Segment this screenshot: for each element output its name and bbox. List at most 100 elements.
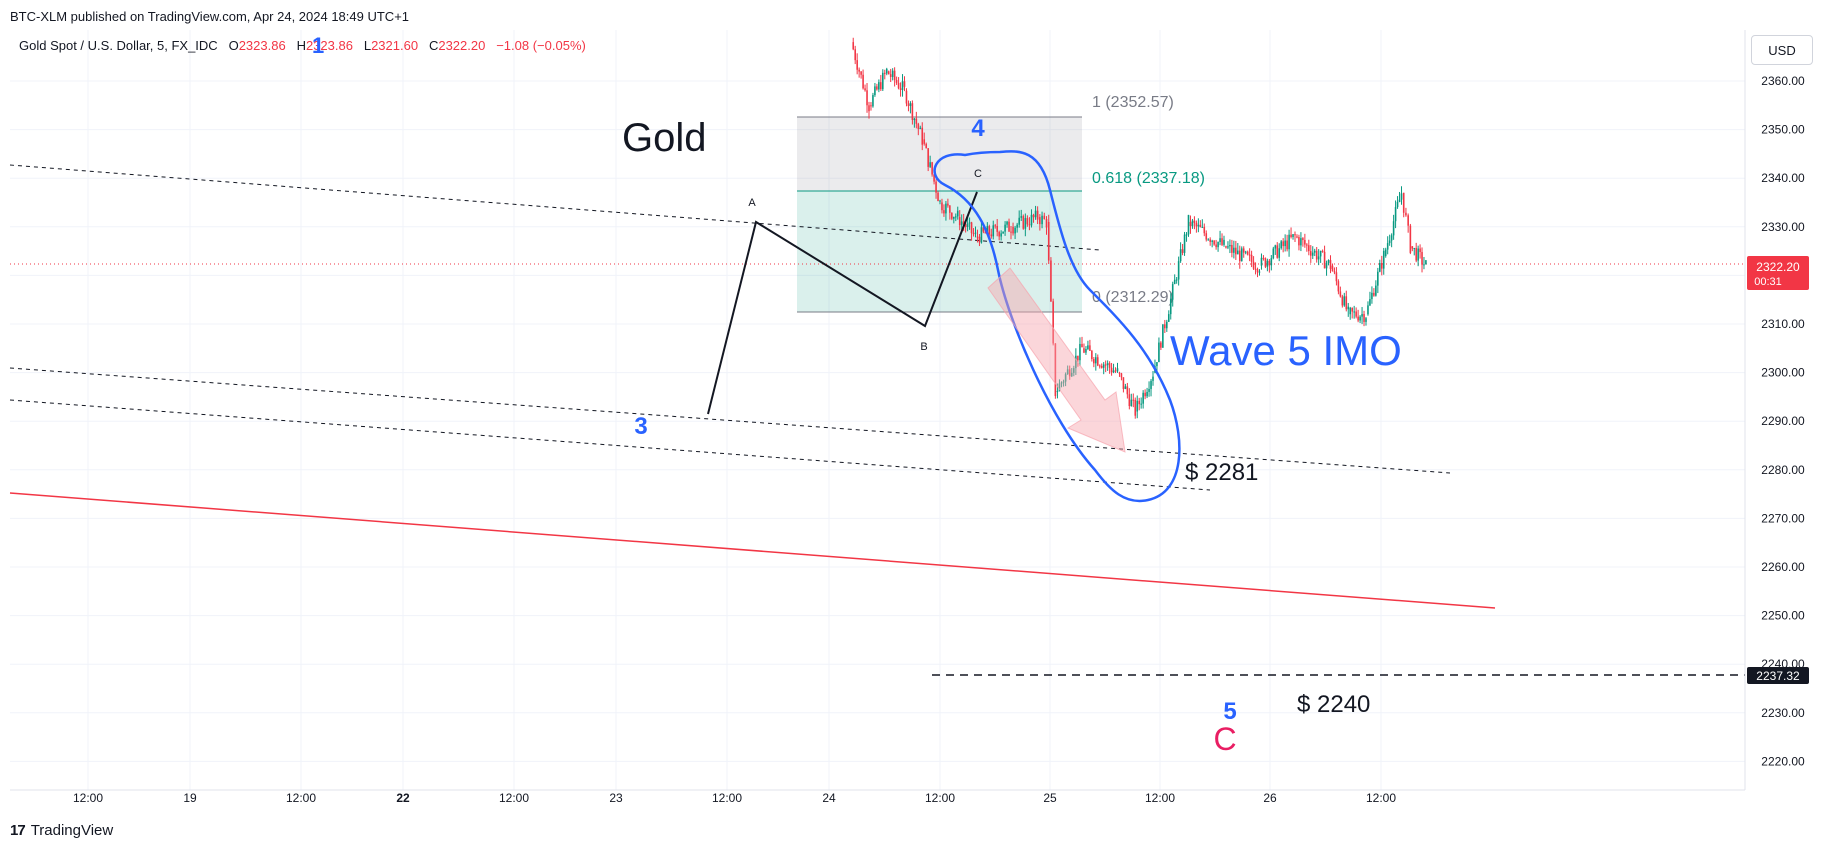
candle-body: [1347, 306, 1350, 310]
candle-body: [852, 42, 855, 50]
candle-body: [1162, 324, 1164, 348]
candle-body: [992, 225, 995, 237]
candle-body: [978, 236, 981, 243]
candle-body: [1300, 238, 1302, 246]
candle-body: [911, 103, 914, 120]
candle-body: [889, 74, 892, 77]
time-tick-label: 12:00: [925, 791, 955, 805]
candle-body: [1077, 355, 1079, 361]
candle-body: [897, 82, 900, 89]
candle-body: [1140, 403, 1142, 405]
candle-body: [1345, 296, 1348, 310]
candle-body: [1024, 218, 1027, 229]
time-tick-label: 23: [609, 791, 623, 805]
candle-body: [1311, 252, 1314, 256]
candle-body: [1409, 225, 1412, 253]
candle-body: [923, 139, 926, 144]
time-tick-label: 19: [183, 791, 197, 805]
candle-body: [864, 88, 866, 91]
candle-body: [1146, 391, 1148, 397]
candle-body: [1118, 372, 1121, 374]
candle-body: [858, 69, 860, 72]
price-tick-label: 2290.00: [1761, 414, 1805, 428]
candle-body: [1100, 365, 1103, 368]
candle-body: [1136, 400, 1139, 412]
close-label: C: [428, 38, 439, 53]
candle-body: [1349, 307, 1352, 315]
candle-body: [1130, 399, 1133, 407]
candle-body: [891, 70, 894, 77]
trendline-middle-dashed: [9, 367, 1451, 474]
tradingview-logo-icon: 17: [10, 822, 26, 839]
candle-body: [935, 181, 937, 193]
candle-body: [974, 232, 977, 234]
candle-body: [1280, 241, 1282, 249]
fib-label-0: 0 (2312.29): [1092, 289, 1174, 306]
candle-body: [868, 105, 870, 112]
candle-body: [1050, 260, 1052, 302]
candle-body: [1355, 311, 1357, 317]
candle-body: [1087, 345, 1089, 349]
tradingview-logo[interactable]: 17 TradingView: [10, 822, 113, 839]
trendline-lower-dashed: [9, 399, 1211, 491]
candle-body: [1264, 258, 1267, 267]
candle-body: [1375, 285, 1377, 296]
wave-3-label: 3: [634, 413, 647, 440]
currency-button[interactable]: USD: [1751, 35, 1813, 65]
target-2240-label: $ 2240: [1297, 691, 1370, 718]
candle-body: [856, 60, 858, 70]
candle-body: [1276, 245, 1279, 258]
price-tick-label: 2350.00: [1761, 123, 1805, 137]
tradingview-brand: TradingView: [30, 822, 114, 839]
candle-body: [941, 202, 943, 211]
trendline-red-support: [9, 492, 1496, 609]
trendlines: [9, 164, 1745, 676]
candle-body: [1010, 231, 1012, 233]
candle-body: [1104, 364, 1107, 366]
candle-body: [1231, 244, 1233, 253]
price-axis[interactable]: 2360.002350.002340.002330.002320.002310.…: [1744, 30, 1809, 790]
candle-body: [1321, 250, 1324, 252]
candle-body: [931, 162, 933, 175]
candle-body: [1235, 247, 1237, 255]
candle-body: [1122, 377, 1125, 389]
candle-body: [1250, 254, 1253, 262]
candle-body: [1302, 238, 1304, 241]
candle-body: [1062, 381, 1065, 383]
candle-body: [1339, 291, 1342, 297]
candle-body: [1201, 226, 1204, 228]
candle-body: [1193, 220, 1196, 223]
last-price-countdown: 00:31: [1754, 276, 1782, 288]
candle-body: [1173, 279, 1176, 285]
candle-body: [1126, 386, 1129, 395]
candle-body: [958, 217, 961, 226]
candle-body: [1419, 248, 1421, 253]
candle-body: [1313, 250, 1316, 253]
fib-zone-lower: [797, 191, 1082, 312]
candle-body: [866, 90, 868, 106]
candle-body: [951, 212, 953, 219]
candle-body: [954, 216, 957, 218]
fib-label-0618: 0.618 (2337.18): [1092, 170, 1205, 187]
candle-body: [1237, 250, 1239, 255]
low-label: L: [363, 38, 372, 53]
candle-body: [1351, 307, 1353, 312]
candle-body: [1407, 215, 1409, 226]
time-tick-label: 12:00: [1366, 791, 1396, 805]
price-tick-label: 2280.00: [1761, 463, 1805, 477]
candle-body: [1075, 355, 1077, 369]
candle-body: [1353, 311, 1355, 313]
candle-body: [1246, 251, 1249, 255]
candle-body: [1211, 240, 1213, 242]
time-axis[interactable]: 12:00 19 12:00 22 12:00 23 12:00 24 12:00 25 12:00…: [10, 789, 1745, 805]
candle-body: [1095, 357, 1097, 364]
candle-body: [1373, 292, 1375, 296]
candle-body: [1272, 248, 1275, 259]
candle-body: [1054, 343, 1057, 397]
candle-body: [994, 225, 997, 227]
target-price-value: 2237.32: [1756, 669, 1800, 683]
candle-body: [872, 95, 874, 107]
candle-body: [1036, 210, 1039, 220]
